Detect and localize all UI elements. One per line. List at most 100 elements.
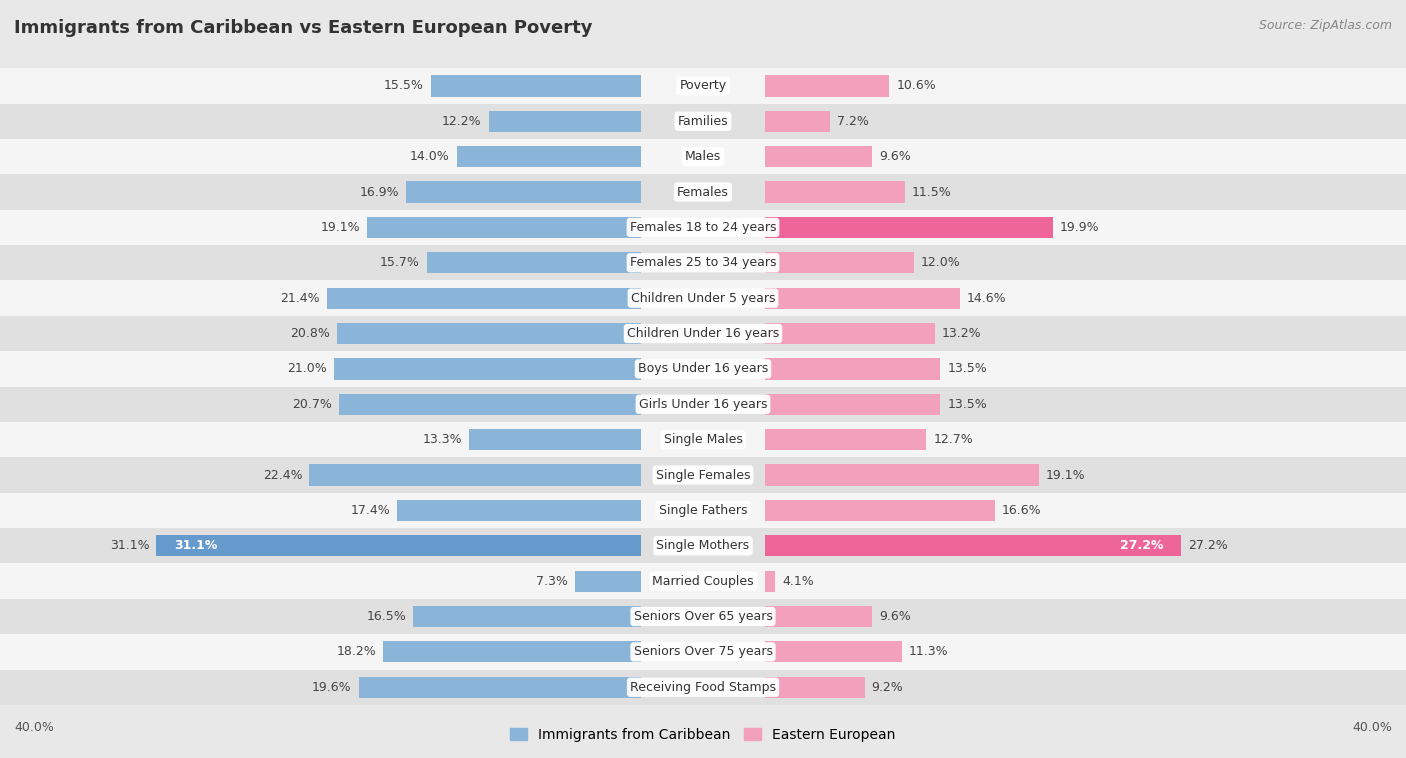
Text: 13.2%: 13.2% — [942, 327, 981, 340]
Bar — [765, 146, 872, 168]
Text: Children Under 16 years: Children Under 16 years — [627, 327, 779, 340]
Bar — [309, 465, 641, 486]
Text: 11.3%: 11.3% — [908, 645, 948, 659]
Bar — [765, 465, 1039, 486]
Bar — [765, 252, 914, 274]
Bar — [0, 528, 1406, 563]
Text: Single Mothers: Single Mothers — [657, 539, 749, 553]
Text: 19.1%: 19.1% — [321, 221, 360, 234]
Bar — [430, 75, 641, 96]
Bar — [575, 571, 641, 592]
Bar — [398, 500, 641, 521]
Text: 11.5%: 11.5% — [912, 186, 952, 199]
Bar — [427, 252, 641, 274]
Text: Married Couples: Married Couples — [652, 575, 754, 587]
Text: Seniors Over 65 years: Seniors Over 65 years — [634, 610, 772, 623]
Bar — [0, 634, 1406, 669]
Text: 14.0%: 14.0% — [411, 150, 450, 163]
Text: 19.1%: 19.1% — [1046, 468, 1085, 481]
Text: Receiving Food Stamps: Receiving Food Stamps — [630, 681, 776, 694]
Text: 31.1%: 31.1% — [174, 539, 218, 553]
Text: 21.4%: 21.4% — [280, 292, 321, 305]
Text: Single Fathers: Single Fathers — [659, 504, 747, 517]
Bar — [457, 146, 641, 168]
Text: 16.5%: 16.5% — [366, 610, 406, 623]
Bar — [489, 111, 641, 132]
Text: 16.6%: 16.6% — [1001, 504, 1042, 517]
Bar — [382, 641, 641, 662]
Text: Seniors Over 75 years: Seniors Over 75 years — [634, 645, 772, 659]
Bar — [339, 393, 641, 415]
Bar — [359, 677, 641, 698]
Bar — [0, 104, 1406, 139]
Text: 10.6%: 10.6% — [897, 80, 936, 92]
Bar — [0, 493, 1406, 528]
Bar — [156, 535, 641, 556]
Bar — [413, 606, 641, 627]
Bar — [765, 500, 995, 521]
Bar — [765, 641, 901, 662]
Text: 12.7%: 12.7% — [934, 433, 973, 446]
Text: 15.5%: 15.5% — [384, 80, 423, 92]
Text: 21.0%: 21.0% — [287, 362, 328, 375]
Bar — [0, 280, 1406, 316]
Bar — [0, 422, 1406, 457]
Text: 17.4%: 17.4% — [350, 504, 391, 517]
Bar — [765, 111, 830, 132]
Text: 12.0%: 12.0% — [921, 256, 960, 269]
Text: 13.5%: 13.5% — [948, 362, 987, 375]
Bar — [765, 535, 1181, 556]
Bar — [0, 245, 1406, 280]
Text: 19.6%: 19.6% — [312, 681, 352, 694]
Bar — [0, 210, 1406, 245]
Bar — [765, 75, 890, 96]
Bar — [0, 599, 1406, 634]
Bar — [337, 323, 641, 344]
Text: 40.0%: 40.0% — [14, 721, 53, 735]
Text: 9.6%: 9.6% — [879, 610, 911, 623]
Text: 7.2%: 7.2% — [837, 114, 869, 128]
Bar — [335, 359, 641, 380]
Bar — [765, 217, 1053, 238]
Text: Immigrants from Caribbean vs Eastern European Poverty: Immigrants from Caribbean vs Eastern Eur… — [14, 19, 592, 37]
Text: 15.7%: 15.7% — [380, 256, 420, 269]
Bar — [0, 669, 1406, 705]
Text: Boys Under 16 years: Boys Under 16 years — [638, 362, 768, 375]
Bar — [0, 68, 1406, 104]
Text: Families: Families — [678, 114, 728, 128]
Bar — [0, 387, 1406, 422]
Bar — [0, 139, 1406, 174]
Text: 13.3%: 13.3% — [423, 433, 463, 446]
Text: 12.2%: 12.2% — [441, 114, 481, 128]
Bar — [765, 571, 775, 592]
Text: 27.2%: 27.2% — [1121, 539, 1164, 553]
Text: Single Females: Single Females — [655, 468, 751, 481]
Bar — [765, 181, 905, 202]
Text: Males: Males — [685, 150, 721, 163]
Text: Poverty: Poverty — [679, 80, 727, 92]
Bar — [326, 287, 641, 309]
Text: 9.6%: 9.6% — [879, 150, 911, 163]
Legend: Immigrants from Caribbean, Eastern European: Immigrants from Caribbean, Eastern Europ… — [505, 722, 901, 747]
Text: 18.2%: 18.2% — [336, 645, 377, 659]
Text: 16.9%: 16.9% — [360, 186, 399, 199]
Text: 19.9%: 19.9% — [1060, 221, 1099, 234]
Bar — [765, 606, 872, 627]
Bar — [406, 181, 641, 202]
Text: 22.4%: 22.4% — [263, 468, 302, 481]
Text: Females 25 to 34 years: Females 25 to 34 years — [630, 256, 776, 269]
Bar — [765, 393, 941, 415]
Bar — [0, 174, 1406, 210]
Text: 40.0%: 40.0% — [1353, 721, 1392, 735]
Text: 31.1%: 31.1% — [110, 539, 149, 553]
Text: 27.2%: 27.2% — [1188, 539, 1227, 553]
Text: Females 18 to 24 years: Females 18 to 24 years — [630, 221, 776, 234]
Text: 20.8%: 20.8% — [291, 327, 330, 340]
Text: Girls Under 16 years: Girls Under 16 years — [638, 398, 768, 411]
Text: 14.6%: 14.6% — [967, 292, 1007, 305]
Text: 13.5%: 13.5% — [948, 398, 987, 411]
Text: Children Under 5 years: Children Under 5 years — [631, 292, 775, 305]
Bar — [470, 429, 641, 450]
Text: Single Males: Single Males — [664, 433, 742, 446]
Bar — [765, 287, 960, 309]
